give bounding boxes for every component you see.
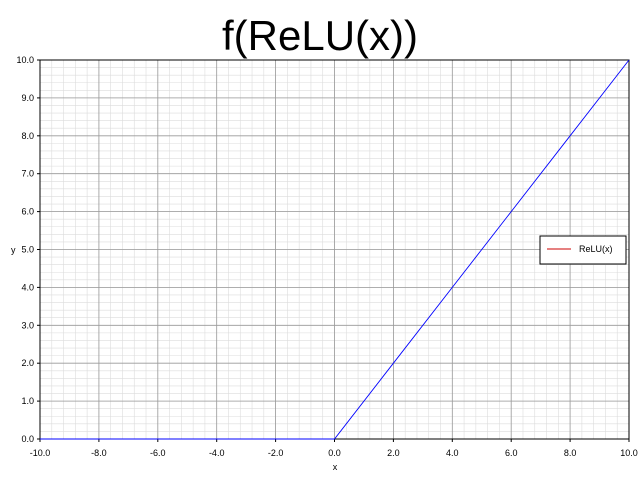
x-tick-label: 2.0	[387, 448, 400, 458]
y-tick-label: 9.0	[21, 93, 34, 103]
series-group	[40, 59, 630, 440]
y-tick-label: 10.0	[16, 55, 34, 65]
y-tick-label: 7.0	[21, 169, 34, 179]
series-line-relu	[40, 59, 630, 440]
x-tick-label: -6.0	[150, 448, 166, 458]
x-tick-label: 8.0	[564, 448, 577, 458]
y-tick-label: 6.0	[21, 207, 34, 217]
y-axis-label: y	[11, 245, 16, 255]
x-tick-label: -8.0	[91, 448, 107, 458]
x-tick-label: 6.0	[505, 448, 518, 458]
y-tick-label: 2.0	[21, 358, 34, 368]
y-tick-label: 3.0	[21, 320, 34, 330]
chart-title: f(ReLU(x))	[222, 12, 418, 59]
y-axis-ticks: 0.0 1.0 2.0 3.0 4.0 5.0 6.0 7.0 8.0 9.0 10.0	[16, 55, 40, 444]
legend-box	[539, 235, 627, 265]
x-tick-label: -10.0	[30, 448, 51, 458]
y-tick-label: 8.0	[21, 131, 34, 141]
legend-label: ReLU(x)	[579, 244, 613, 254]
x-tick-label: 4.0	[446, 448, 459, 458]
x-tick-label: 10.0	[620, 448, 638, 458]
y-tick-label: 0.0	[21, 434, 34, 444]
x-tick-label: -4.0	[209, 448, 225, 458]
y-tick-label: 5.0	[21, 245, 34, 255]
y-tick-label: 1.0	[21, 396, 34, 406]
y-tick-label: 4.0	[21, 282, 34, 292]
x-tick-label: -2.0	[268, 448, 284, 458]
x-axis-ticks: -10.0 -8.0 -6.0 -4.0 -2.0 0.0 2.0 4.0 6.0 8.0 10.0	[30, 439, 638, 458]
x-axis-label: x	[333, 462, 338, 472]
legend: ReLU(x)	[539, 235, 627, 265]
x-tick-label: 0.0	[328, 448, 341, 458]
